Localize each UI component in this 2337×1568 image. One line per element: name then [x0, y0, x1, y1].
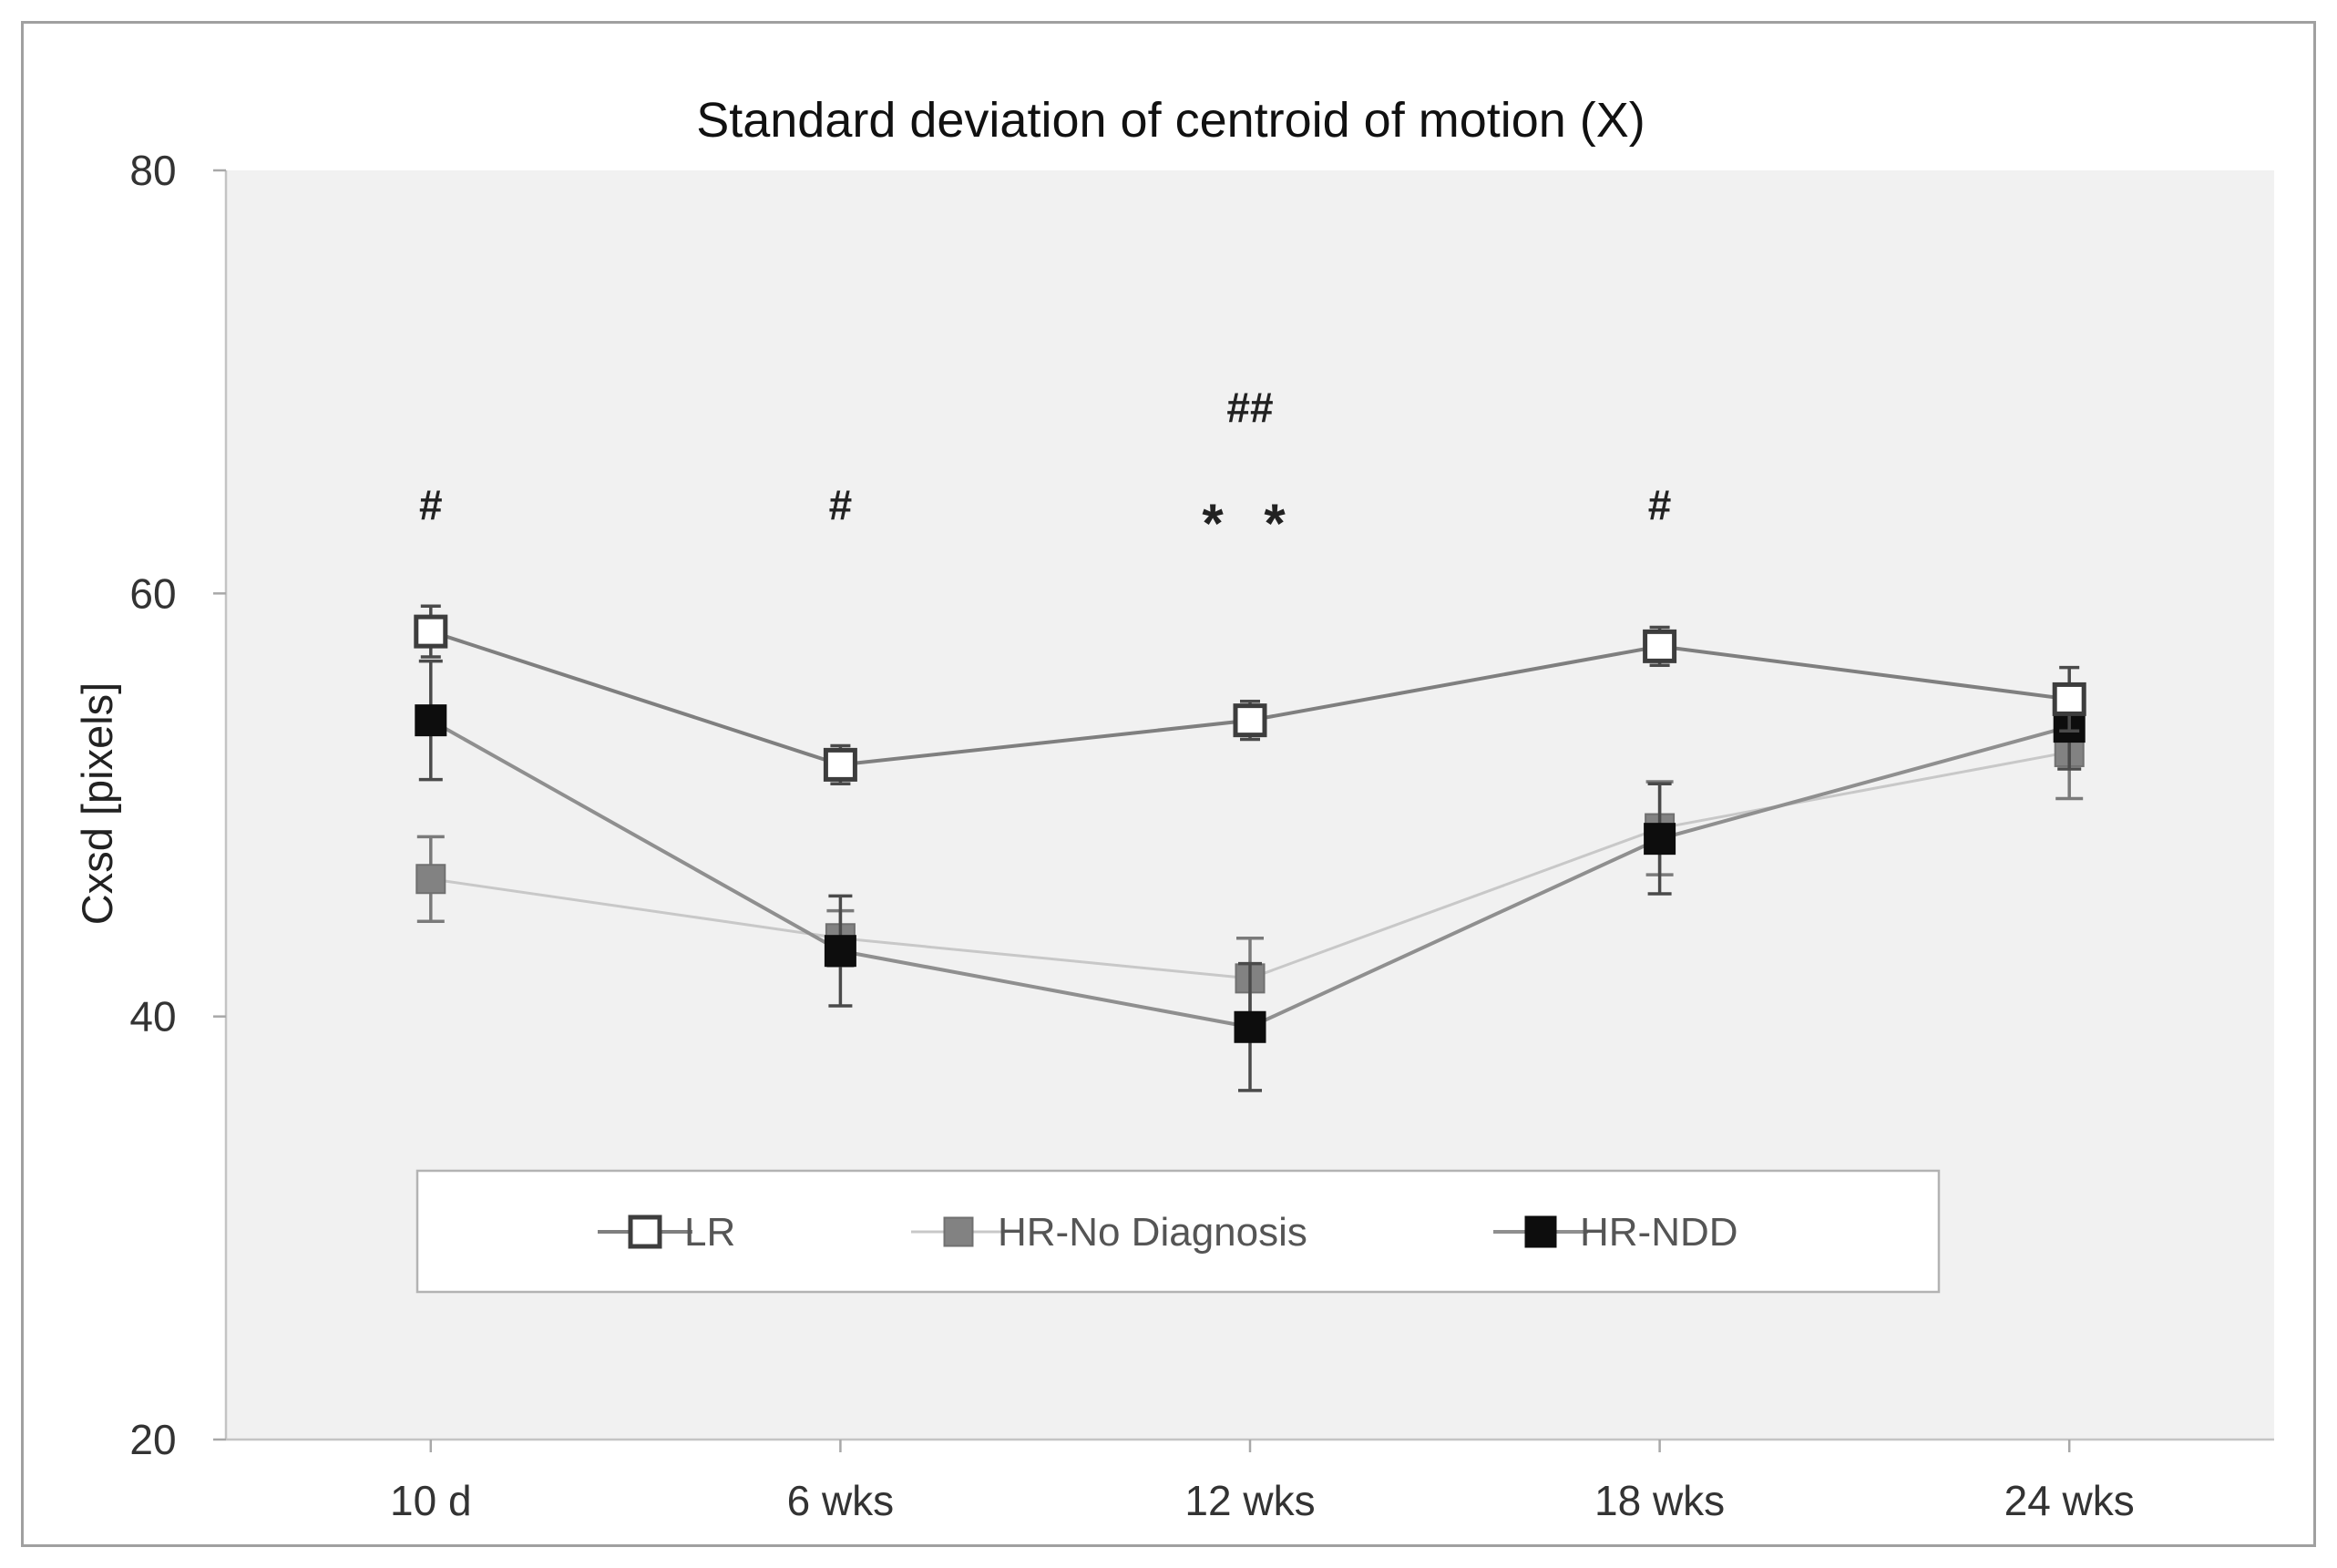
- data-point-marker: [824, 935, 856, 968]
- significance-annotation: ##: [1226, 384, 1273, 431]
- y-tick-label: 20: [129, 1416, 176, 1463]
- x-tick-label: 24 wks: [2004, 1477, 2135, 1524]
- data-point-marker: [415, 704, 447, 737]
- data-point-marker: [415, 864, 446, 895]
- data-point-marker: [414, 614, 448, 649]
- significance-annotation: * *: [1202, 493, 1297, 554]
- x-tick-label: 12 wks: [1184, 1477, 1315, 1524]
- data-point-marker: [1644, 823, 1676, 856]
- legend-label: HR-No Diagnosis: [998, 1210, 1307, 1255]
- x-tick-label: 6 wks: [787, 1477, 895, 1524]
- data-point-marker: [1234, 1010, 1266, 1043]
- legend-marker: [628, 1214, 662, 1249]
- data-point-marker: [823, 747, 857, 782]
- significance-annotation: #: [419, 481, 443, 528]
- legend-marker: [1524, 1215, 1557, 1248]
- legend-item: HR-No Diagnosis: [911, 1210, 1307, 1255]
- data-point-marker: [1643, 629, 1677, 663]
- chart-title: Standard deviation of centroid of motion…: [696, 93, 1645, 148]
- legend-marker: [943, 1216, 974, 1247]
- x-tick-label: 18 wks: [1594, 1477, 1725, 1524]
- legend-label: HR-NDD: [1580, 1210, 1738, 1255]
- legend-box: [415, 1169, 1941, 1294]
- y-axis-title: Cxsd [pixels]: [73, 682, 121, 925]
- data-point-marker: [2052, 682, 2086, 716]
- legend-label: LR: [684, 1210, 735, 1255]
- data-point-marker: [1233, 703, 1267, 738]
- legend-item: LR: [598, 1210, 735, 1255]
- significance-annotation: #: [1648, 481, 1672, 528]
- y-tick-label: 80: [129, 147, 176, 194]
- y-tick-label: 40: [129, 993, 176, 1040]
- legend-item: HR-NDD: [1493, 1210, 1738, 1255]
- y-tick-label: 60: [129, 569, 176, 617]
- x-tick-label: 10 d: [390, 1477, 472, 1524]
- significance-annotation: #: [829, 481, 853, 528]
